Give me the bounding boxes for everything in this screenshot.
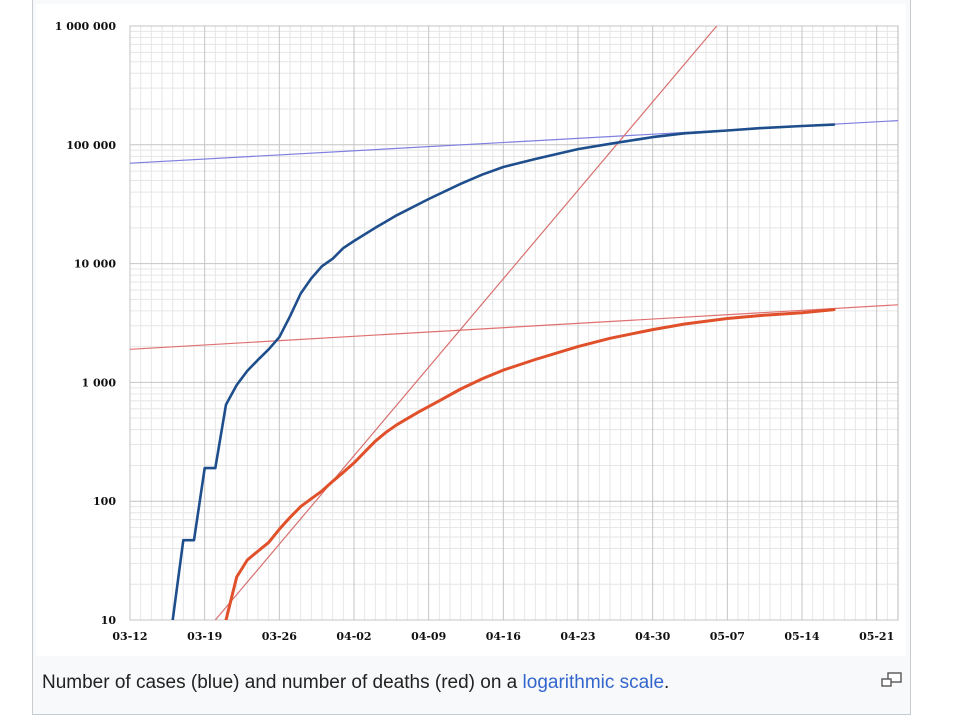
y-tick-label: 1 000 [82, 376, 117, 389]
x-tick-label: 03-26 [262, 630, 298, 643]
y-tick-label: 1 000 000 [55, 20, 117, 33]
x-tick-label: 04-02 [336, 630, 371, 643]
magnify-clip-icon[interactable] [881, 672, 903, 690]
caption-text: Number of cases (blue) and number of dea… [42, 672, 523, 693]
x-tick-label: 04-30 [635, 630, 671, 643]
y-tick-label: 10 000 [74, 258, 116, 271]
caption-period: . [664, 672, 670, 693]
series-layer [130, 26, 898, 620]
cases-line [171, 123, 836, 620]
exponential-fit-line [214, 26, 718, 620]
logarithmic-scale-link[interactable]: logarithmic scale [522, 672, 665, 693]
x-tick-label: 05-07 [710, 630, 745, 643]
x-tick-label: 03-19 [187, 630, 222, 643]
x-tick-label: 05-14 [784, 630, 820, 643]
x-tick-label: 04-09 [411, 630, 446, 643]
y-tick-labels: 10 100 1 000 10 000 100 000 1 000 000 [55, 20, 117, 627]
x-tick-label: 03-12 [112, 630, 147, 643]
y-tick-label: 10 [101, 614, 117, 627]
deaths-line [224, 308, 836, 620]
x-tick-label: 04-23 [560, 630, 595, 643]
y-tick-label: 100 [93, 495, 116, 508]
x-tick-labels: 03-12 03-19 03-26 04-02 04-09 04-16 04-23 04-30… [112, 630, 894, 643]
figure-caption: Number of cases (blue) and number of dea… [42, 672, 669, 694]
x-tick-label: 05-21 [859, 630, 894, 643]
grid-minor [130, 26, 899, 620]
x-tick-label: 04-16 [486, 630, 522, 643]
deaths-trend-line [130, 304, 898, 350]
y-tick-label: 100 000 [66, 139, 116, 152]
